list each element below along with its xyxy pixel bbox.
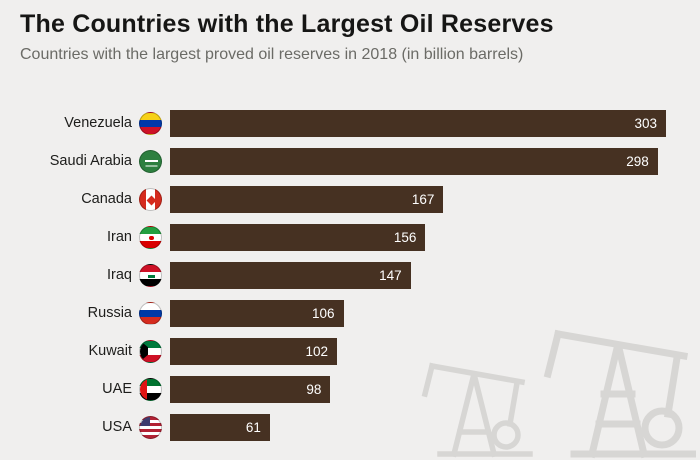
chart-header: The Countries with the Largest Oil Reser… <box>0 0 700 64</box>
oil-pumpjack-watermark-icon <box>421 329 696 459</box>
bar-row: Iraq 147 <box>12 256 666 294</box>
bar-row: Canada 167 <box>12 180 666 218</box>
chart-subtitle: Countries with the largest proved oil re… <box>20 46 524 63</box>
bar-track: 303 <box>170 109 666 137</box>
uae-flag-icon <box>139 377 162 401</box>
country-label: Kuwait <box>88 343 132 359</box>
country-label: Iraq <box>107 267 132 283</box>
bar: 147 <box>170 261 411 289</box>
bar-value: 102 <box>305 343 328 359</box>
saudi-arabia-flag-icon <box>139 149 162 173</box>
canada-flag-icon <box>139 187 162 211</box>
bar-track: 167 <box>170 185 666 213</box>
bar-track: 298 <box>170 147 666 175</box>
chart-title: The Countries with the Largest Oil Reser… <box>20 10 554 38</box>
bar-track: 98 <box>170 375 666 403</box>
country-label: Saudi Arabia <box>49 153 132 169</box>
bar-row: USA 61 <box>12 408 666 446</box>
venezuela-flag-icon <box>139 111 162 135</box>
bar-track: 61 <box>170 413 666 441</box>
iraq-flag-icon <box>139 263 162 287</box>
bar-track: 147 <box>170 261 666 289</box>
country-label: UAE <box>102 381 132 397</box>
country-label: Canada <box>81 191 132 207</box>
bar: 61 <box>170 413 270 441</box>
bar: 98 <box>170 375 331 403</box>
bar-row: Saudi Arabia 298 <box>12 142 666 180</box>
country-label: Venezuela <box>64 115 132 131</box>
bar-value: 303 <box>634 115 657 131</box>
bar: 298 <box>170 147 658 175</box>
bar-value: 156 <box>393 229 417 245</box>
country-label: USA <box>102 419 132 435</box>
kuwait-flag-icon <box>139 339 162 363</box>
bar-value: 298 <box>626 153 649 169</box>
bar-row: Venezuela 303 <box>12 104 666 142</box>
usa-flag-icon <box>139 415 162 439</box>
country-label: Russia <box>87 305 132 321</box>
country-label: Iran <box>107 229 132 245</box>
bar-row: Iran 156 <box>12 218 666 256</box>
bar-value: 98 <box>306 381 322 397</box>
iran-flag-icon <box>139 225 162 249</box>
bar-track: 106 <box>170 299 666 327</box>
bar-track: 102 <box>170 337 666 365</box>
bar-value: 167 <box>411 191 435 207</box>
bar-row: UAE 98 <box>12 370 666 408</box>
bar: 106 <box>170 299 344 327</box>
bar-track: 156 <box>170 223 666 251</box>
bar-chart: Venezuela 303 Saudi Arabia 298 Canada 167 Iran… <box>0 104 700 446</box>
bar: 303 <box>170 109 666 137</box>
russia-flag-icon <box>139 301 162 325</box>
bar-value: 106 <box>311 305 335 321</box>
bar-value: 147 <box>379 267 402 283</box>
bar-row: Russia 106 <box>12 294 666 332</box>
bar-rows: Venezuela 303 Saudi Arabia 298 Canada 167 Iran… <box>12 104 666 446</box>
bar-value: 61 <box>245 419 261 435</box>
bar: 102 <box>170 337 337 365</box>
bar: 167 <box>170 185 444 213</box>
bar: 156 <box>170 223 426 251</box>
bar-row: Kuwait 102 <box>12 332 666 370</box>
